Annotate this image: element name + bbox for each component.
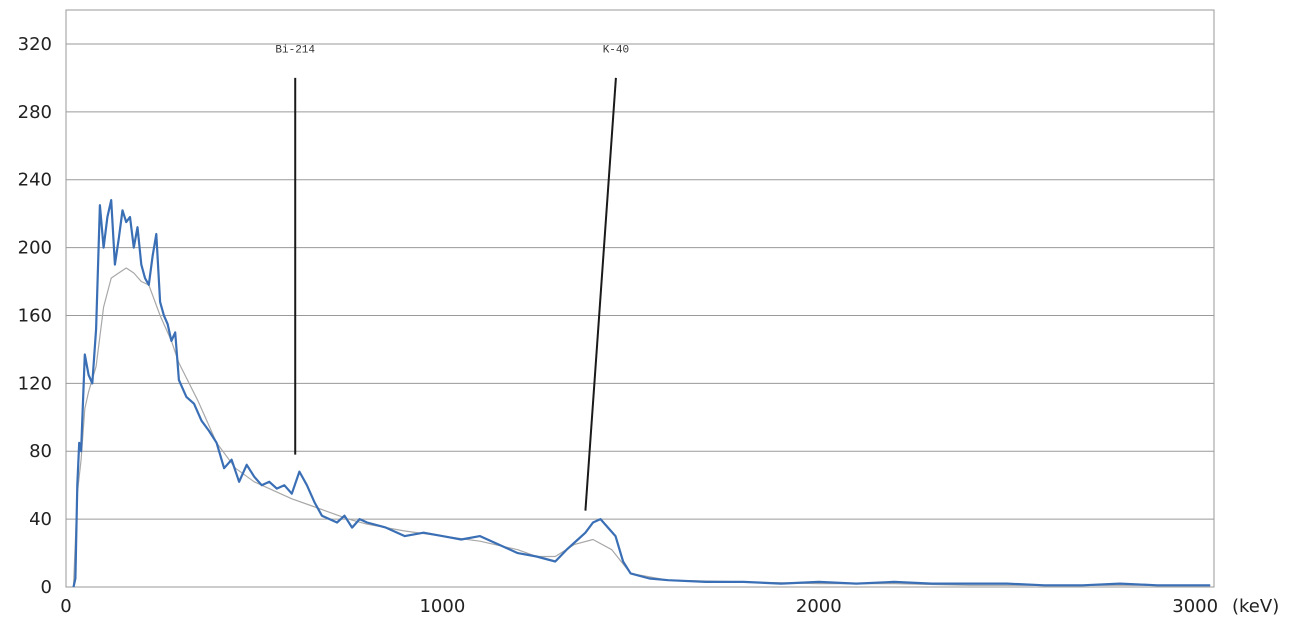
grid-lines xyxy=(66,43,1214,520)
y-tick-label: 40 xyxy=(29,509,52,530)
annotations: Bi-214 K-40 xyxy=(275,44,629,511)
x-tick-label: 2000 xyxy=(796,596,842,617)
y-tick-label: 240 xyxy=(18,170,52,191)
series-measured-line xyxy=(72,199,1211,588)
series-lines xyxy=(72,199,1211,588)
y-tick-label: 80 xyxy=(29,441,52,462)
plot-frame xyxy=(65,9,1215,588)
y-tick-label: 0 xyxy=(41,577,52,598)
y-tick-label: 280 xyxy=(18,102,52,123)
x-tick-label: 1000 xyxy=(419,596,465,617)
annotation-label: Bi-214 xyxy=(275,44,315,56)
y-tick-label: 320 xyxy=(18,34,52,55)
x-tick-label: 0 xyxy=(60,596,71,617)
x-axis-ticks: 0 1000 2000 3000 xyxy=(60,596,1218,617)
x-unit-label: (keV) xyxy=(1232,596,1279,617)
y-tick-label: 200 xyxy=(18,238,52,259)
annotation-leader-line xyxy=(584,77,617,511)
annotation-label: K-40 xyxy=(603,44,629,56)
x-tick-label: 3000 xyxy=(1172,596,1218,617)
y-axis-ticks: 0 40 80 120 160 200 240 280 320 xyxy=(18,34,52,598)
y-tick-label: 120 xyxy=(18,373,52,394)
y-tick-label: 160 xyxy=(18,305,52,326)
